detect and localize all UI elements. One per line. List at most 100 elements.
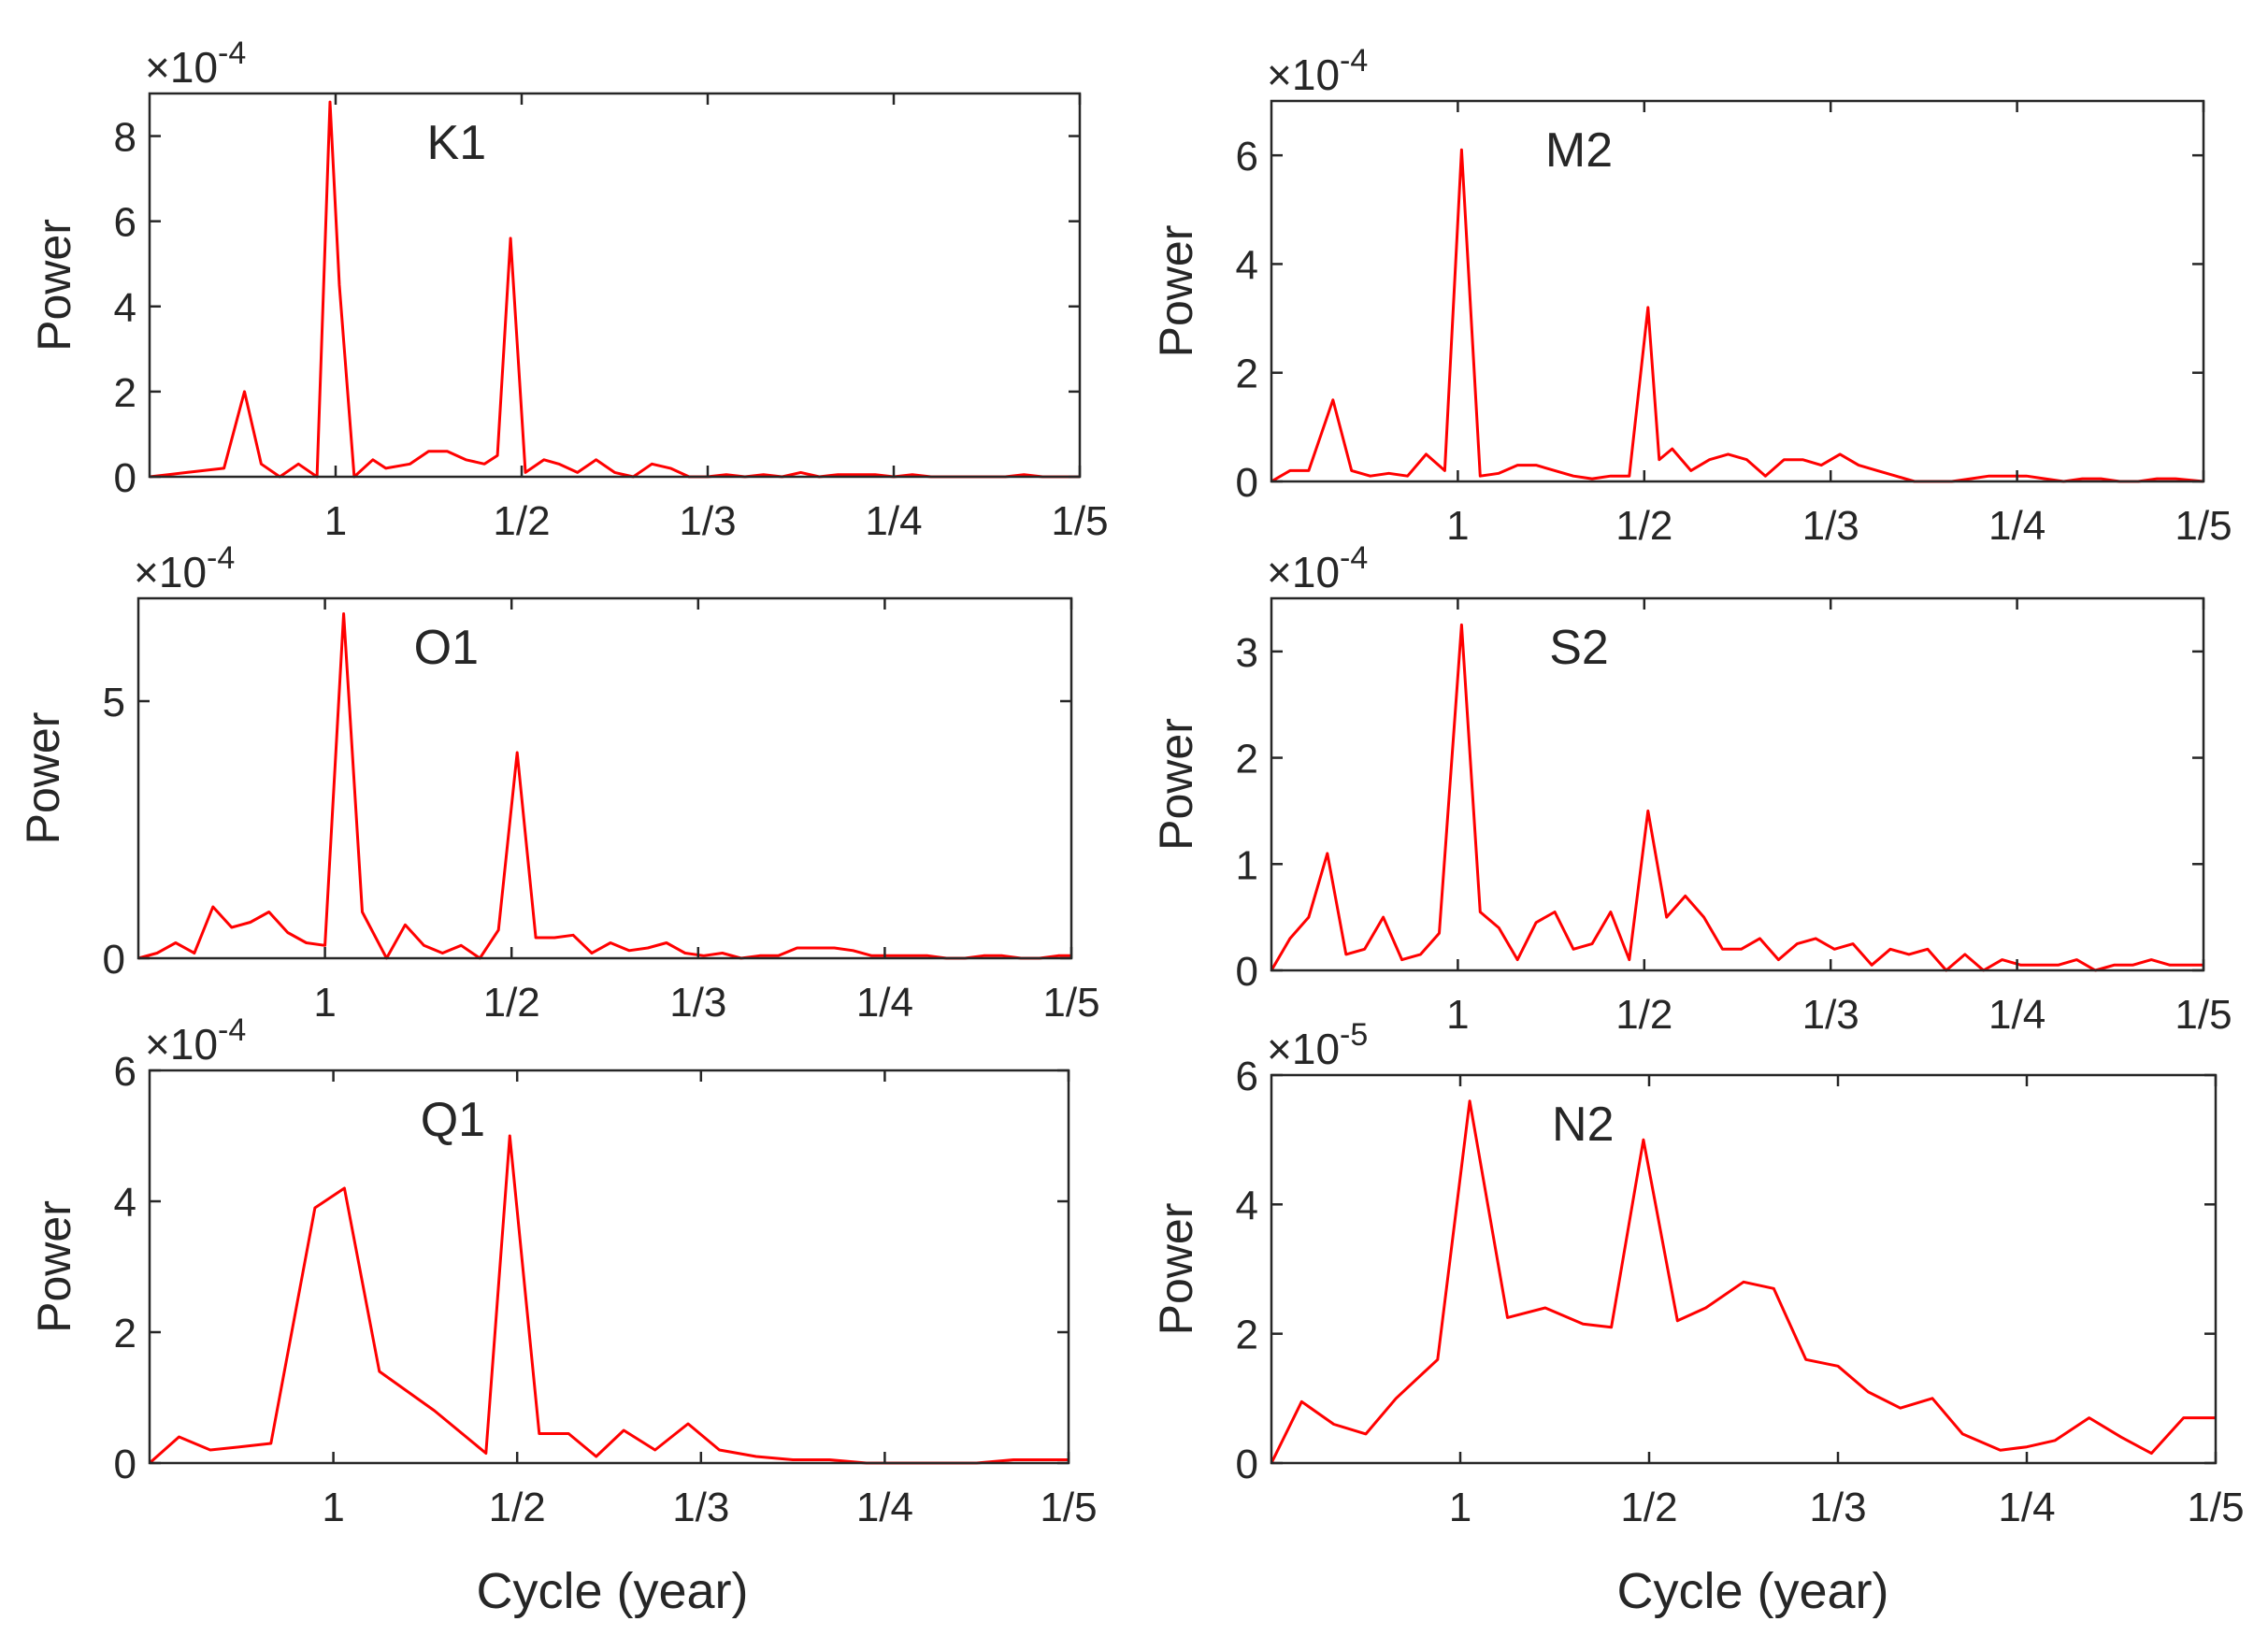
x-tick-label: 1/4 <box>856 1485 913 1530</box>
y-axis-label: Power <box>1150 1203 1202 1336</box>
panel-title: Q1 <box>421 1093 485 1147</box>
y-scale-exponent: -4 <box>1340 540 1368 576</box>
x-tick-label: 1/4 <box>1998 1485 2055 1530</box>
x-tick-label: 1/5 <box>1040 1485 1097 1530</box>
x-tick-label: 1/2 <box>493 498 550 544</box>
x-axis-label-right: Cycle (year) <box>1616 1563 1888 1619</box>
x-tick-label: 1/5 <box>2175 503 2232 549</box>
series-line-n2 <box>1270 1099 2216 1464</box>
x-tick-label: 1/2 <box>1615 503 1672 549</box>
y-tick-label: 2 <box>114 370 136 416</box>
x-tick-label: 1 <box>324 498 347 544</box>
x-tick-label: 1 <box>322 1485 344 1530</box>
panel-k1: 1 1/2 1/3 1/4 1/5 0 2 4 6 8 Power K1 ×10-4 <box>28 36 1109 544</box>
y-tick-label: 6 <box>114 200 136 246</box>
y-tick-label: 8 <box>114 115 136 161</box>
panel-title: M2 <box>1545 123 1613 178</box>
y-scale-exponent: -4 <box>218 36 246 71</box>
x-tick-label: 1/2 <box>489 1485 546 1530</box>
y-axis-label: Power <box>28 219 80 352</box>
y-scale-base: ×10 <box>145 43 218 92</box>
series-line-k1 <box>149 100 1080 479</box>
x-tick-label: 1 <box>313 980 336 1026</box>
y-tick-label: 4 <box>114 285 136 331</box>
x-tick-label: 1/5 <box>1042 980 1099 1026</box>
plot-frame-s2 <box>1270 596 2205 972</box>
y-scale-factor: ×10-4 <box>145 36 246 92</box>
series-line-s2 <box>1270 623 2203 972</box>
y-tick-label: 4 <box>1236 242 1258 288</box>
series-line-q1 <box>149 1134 1069 1465</box>
plot-frame-n2 <box>1270 1073 2218 1465</box>
x-tick-label: 1/4 <box>1988 503 2046 549</box>
panel-m2: 1 1/2 1/3 1/4 1/5 0 2 4 6 Power M2 ×10-4 <box>1150 43 2232 549</box>
plot-frame-k1 <box>148 92 1082 479</box>
y-tick-label: 2 <box>1236 352 1258 397</box>
y-scale-base: ×10 <box>1267 1025 1340 1073</box>
y-tick-label: 2 <box>114 1311 136 1356</box>
panel-title: S2 <box>1549 621 1609 675</box>
y-tick-label: 3 <box>1236 630 1258 676</box>
panel-s2: 1 1/2 1/3 1/4 1/5 0 1 2 3 Power S2 ×10-4 <box>1150 540 2232 1038</box>
y-scale-factor: ×10-5 <box>1267 1017 1368 1073</box>
x-tick-label: 1/3 <box>1809 1485 1866 1530</box>
panel-n2: 1 1/2 1/3 1/4 1/5 0 2 4 6 Power N2 ×10-5 <box>1150 1017 2245 1530</box>
x-tick-label: 1/5 <box>2187 1485 2244 1530</box>
panel-title: N2 <box>1552 1098 1614 1152</box>
y-scale-base: ×10 <box>134 548 207 596</box>
y-scale-exponent: -4 <box>1340 43 1368 79</box>
x-tick-label: 1/2 <box>483 980 540 1026</box>
y-scale-factor: ×10-4 <box>134 540 235 596</box>
x-tick-label: 1 <box>1446 503 1469 549</box>
x-tick-label: 1 <box>1446 992 1469 1038</box>
panel-q1: 1 1/2 1/3 1/4 1/5 0 2 4 6 Power Q1 ×10-4 <box>28 1012 1098 1530</box>
y-tick-label: 0 <box>114 455 136 501</box>
x-tick-label: 1/3 <box>672 1485 729 1530</box>
y-tick-label: 2 <box>1236 1313 1258 1358</box>
y-scale-factor: ×10-4 <box>145 1012 246 1069</box>
x-tick-label: 1/3 <box>1802 992 1859 1038</box>
x-tick-label: 1/4 <box>856 980 913 1026</box>
y-tick-label: 4 <box>1236 1183 1258 1228</box>
y-scale-base: ×10 <box>1267 50 1340 99</box>
y-scale-exponent: -4 <box>218 1012 246 1048</box>
plot-frame-o1 <box>136 596 1073 960</box>
series-line-o1 <box>137 612 1071 960</box>
x-axis-label-left: Cycle (year) <box>476 1563 748 1619</box>
panel-title: K1 <box>427 116 487 170</box>
plot-frame-m2 <box>1270 99 2205 483</box>
y-tick-label: 5 <box>103 680 125 725</box>
x-tick-label: 1/2 <box>1615 992 1672 1038</box>
y-axis-label: Power <box>28 1200 80 1333</box>
panel-title: O1 <box>414 621 479 675</box>
x-tick-label: 1/4 <box>1988 992 2046 1038</box>
y-tick-label: 0 <box>1236 1442 1258 1487</box>
y-axis-label: Power <box>1150 718 1202 851</box>
x-tick-label: 1/3 <box>1802 503 1859 549</box>
y-tick-label: 6 <box>114 1049 136 1095</box>
x-tick-label: 1 <box>1449 1485 1471 1530</box>
x-tick-label: 1/5 <box>1051 498 1108 544</box>
x-tick-label: 1/5 <box>2175 992 2232 1038</box>
y-scale-base: ×10 <box>1267 548 1340 596</box>
y-tick-label: 4 <box>114 1180 136 1226</box>
y-tick-label: 0 <box>1236 949 1258 995</box>
y-tick-label: 2 <box>1236 737 1258 782</box>
y-tick-label: 6 <box>1236 1054 1258 1099</box>
series-line-m2 <box>1270 148 2204 483</box>
y-tick-label: 1 <box>1236 842 1258 888</box>
y-scale-factor: ×10-4 <box>1267 43 1368 99</box>
y-tick-label: 0 <box>114 1442 136 1487</box>
y-tick-label: 0 <box>1236 460 1258 506</box>
x-tick-label: 1/4 <box>865 498 922 544</box>
y-tick-label: 6 <box>1236 134 1258 179</box>
y-axis-label: Power <box>1150 225 1202 358</box>
x-tick-label: 1/3 <box>679 498 736 544</box>
y-axis-label: Power <box>17 712 69 845</box>
plot-frame-q1 <box>148 1069 1070 1465</box>
y-scale-base: ×10 <box>145 1020 218 1069</box>
panel-o1: 1 1/2 1/3 1/4 1/5 0 5 Power O1 ×10-4 <box>17 540 1100 1026</box>
y-scale-factor: ×10-4 <box>1267 540 1368 596</box>
x-tick-label: 1/2 <box>1620 1485 1677 1530</box>
